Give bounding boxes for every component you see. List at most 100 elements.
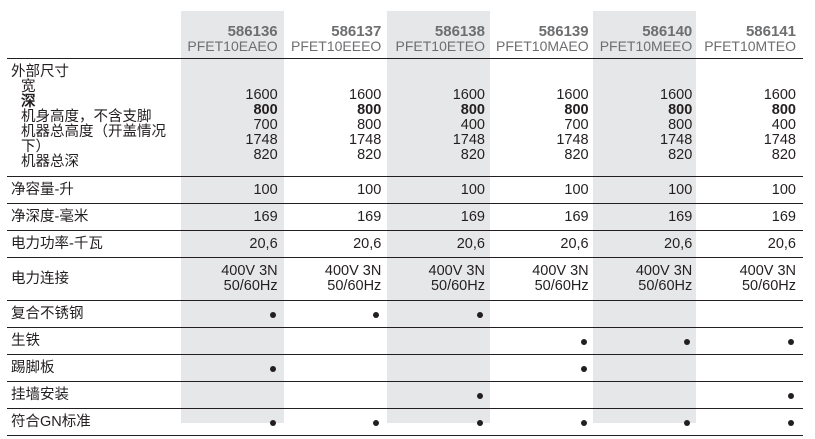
row-value: 20,6	[595, 230, 700, 258]
feature-cell	[491, 408, 596, 436]
dimension-label: 深	[21, 94, 36, 110]
row-value: 20,6	[388, 230, 492, 258]
feature-cell	[595, 408, 700, 436]
dimension-value: 1600	[349, 86, 382, 103]
value-text: 169	[771, 208, 796, 225]
value-text: 20,6	[560, 235, 589, 252]
dimension-label: 机身高度，不含支脚	[21, 109, 152, 125]
header-blank	[7, 11, 181, 59]
feature-row: 挂墙安装	[7, 381, 803, 409]
row-value: 100	[595, 176, 700, 204]
value-text: 100	[253, 181, 278, 198]
voltage: 400V 3N	[221, 263, 278, 279]
row-value: 100	[699, 176, 803, 204]
row-label-text: 电力连接	[11, 270, 69, 287]
value-text: 169	[460, 208, 485, 225]
bullet-icon	[269, 365, 276, 372]
frequency: 50/60Hz	[741, 278, 796, 294]
row-label-text: 净深度-毫米	[11, 208, 89, 225]
bullet-icon	[373, 311, 380, 318]
feature-row: 符合GN标准	[7, 408, 803, 436]
bullet-icon	[476, 311, 483, 318]
product-code: 586139	[538, 23, 589, 40]
power-value: 400V 3N 50/60Hz	[284, 257, 389, 301]
model-name: PFET10MAEO	[496, 38, 589, 54]
dimension-value: 800	[668, 101, 693, 118]
dimension-values: 1600 800 400 1748 820	[699, 58, 803, 177]
frequency: 50/60Hz	[327, 278, 382, 294]
voltage: 400V 3N	[532, 263, 589, 279]
value-text: 169	[357, 208, 382, 225]
dimension-value: 700	[253, 116, 278, 133]
bullet-icon	[788, 338, 794, 345]
power-value: 400V 3N 50/60Hz	[491, 257, 596, 301]
dimension-value: 800	[357, 101, 382, 118]
row-label-text: 净容量-升	[11, 181, 74, 198]
row-label-text: 挂墙安装	[11, 386, 69, 403]
value-text: 20,6	[456, 235, 485, 252]
spec-row: 净深度-毫米 169 169 169 169 169 169	[7, 203, 803, 231]
feature-cell	[595, 300, 700, 328]
row-value: 20,6	[699, 230, 803, 258]
value-text: 169	[564, 208, 589, 225]
product-code: 586136	[227, 23, 278, 40]
power-value: 400V 3N 50/60Hz	[388, 257, 492, 301]
dimension-values: 1600 800 700 1748 820	[181, 58, 285, 177]
bullet-icon	[476, 419, 483, 426]
power-value: 400V 3N 50/60Hz	[699, 257, 803, 301]
bullet-icon	[684, 338, 691, 345]
dimension-value: 800	[564, 101, 589, 118]
row-value: 169	[491, 203, 596, 231]
dimension-value: 1748	[763, 131, 796, 148]
bullet-icon	[269, 311, 276, 318]
feature-cell	[699, 381, 803, 409]
model-name: PFET10EEEO	[291, 38, 382, 54]
value-text: 20,6	[664, 235, 693, 252]
dimension-values: 1600 800 800 1748 820	[595, 58, 700, 177]
row-label: 电力连接	[7, 257, 181, 301]
feature-cell	[181, 381, 285, 409]
bullet-icon	[684, 419, 691, 426]
bullet-icon	[476, 392, 483, 399]
feature-cell	[595, 354, 700, 382]
model-name: PFET10MEEO	[599, 38, 693, 54]
feature-cell	[491, 354, 596, 382]
value-text: 100	[460, 181, 485, 198]
row-label-text: 生铁	[11, 332, 40, 349]
column-header: 586140 PFET10MEEO	[595, 11, 700, 59]
row-label: 生铁	[7, 327, 181, 355]
product-code: 586140	[642, 23, 693, 40]
voltage: 400V 3N	[739, 263, 796, 279]
row-value: 100	[388, 176, 492, 204]
dimension-value: 1748	[556, 131, 589, 148]
column-header: 586138 PFET10ETEO	[388, 11, 492, 59]
bullet-icon	[373, 419, 380, 426]
product-code: 586138	[434, 23, 485, 40]
model-name: PFET10EAEO	[187, 38, 278, 54]
feature-cell	[699, 354, 803, 382]
row-label-text: 复合不锈钢	[11, 305, 84, 322]
power-value: 400V 3N 50/60Hz	[181, 257, 285, 301]
feature-cell	[388, 381, 492, 409]
dimension-values: 1600 800 800 1748 820	[284, 58, 389, 177]
dimension-value: 1748	[349, 131, 382, 148]
dimension-values: 1600 800 700 1748 820	[491, 58, 596, 177]
bullet-icon	[580, 338, 587, 345]
feature-cell	[491, 300, 596, 328]
row-value: 169	[388, 203, 492, 231]
dimension-value: 820	[564, 146, 589, 163]
column-header: 586139 PFET10MAEO	[491, 11, 596, 59]
feature-row: 生铁	[7, 327, 803, 355]
row-value: 20,6	[181, 230, 285, 258]
feature-cell	[181, 327, 285, 355]
row-value: 100	[181, 176, 285, 204]
frequency: 50/60Hz	[430, 278, 485, 294]
model-name: PFET10ETEO	[395, 38, 485, 54]
feature-cell	[491, 381, 596, 409]
dimension-value: 800	[253, 101, 278, 118]
power-connection-row: 电力连接 400V 3N 50/60Hz 400V 3N 50/60Hz 400V 3N 5…	[7, 257, 803, 301]
value-text: 100	[771, 181, 796, 198]
dimension-value: 400	[460, 116, 485, 133]
value-text: 20,6	[767, 235, 796, 252]
feature-cell	[491, 327, 596, 355]
